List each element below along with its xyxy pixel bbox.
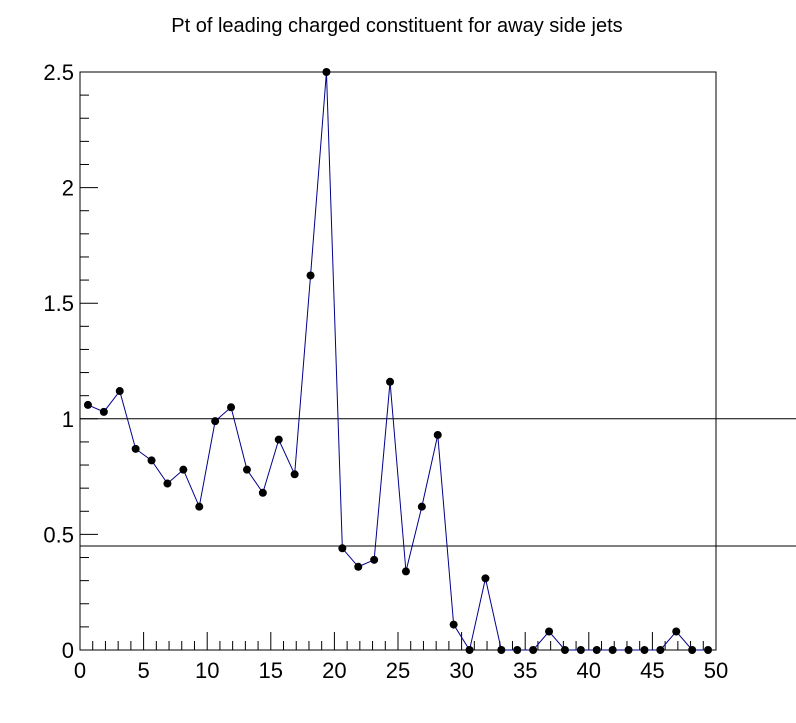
data-point — [370, 555, 379, 564]
data-point — [163, 479, 172, 488]
data-point — [624, 646, 633, 654]
x-tick-label: 10 — [195, 658, 219, 683]
y-tick-label: 1.5 — [43, 291, 74, 316]
data-point — [592, 646, 601, 654]
data-point — [306, 271, 315, 280]
data-point — [656, 646, 665, 654]
x-axis-tick-labels: 0 5 10 15 20 25 30 35 40 45 50 — [74, 658, 728, 683]
x-tick-label: 50 — [704, 658, 728, 683]
y-axis-tick-labels: 0 0.5 1 1.5 2 2.5 — [43, 60, 74, 663]
data-point — [401, 567, 410, 576]
chart-title: Pt of leading charged constituent for aw… — [171, 15, 622, 37]
data-point — [608, 646, 617, 654]
x-tick-label: 30 — [449, 658, 473, 683]
x-tick-label: 25 — [386, 658, 410, 683]
series-group — [83, 68, 713, 654]
plot-frame — [79, 71, 717, 651]
data-point — [227, 403, 236, 412]
y-tick-label: 0.5 — [43, 522, 74, 547]
data-point — [449, 620, 458, 629]
x-tick-label: 40 — [577, 658, 601, 683]
data-point — [529, 646, 538, 654]
data-point — [560, 646, 569, 654]
data-point — [386, 377, 395, 386]
data-point — [131, 444, 140, 453]
data-point — [179, 465, 188, 474]
x-axis-ticks — [79, 632, 717, 650]
y-tick-label: 2 — [62, 176, 74, 201]
reference-lines — [80, 418, 796, 547]
x-tick-label: 45 — [640, 658, 664, 683]
x-tick-label: 35 — [513, 658, 537, 683]
data-point — [513, 646, 522, 654]
y-tick-label: 0 — [62, 638, 74, 663]
data-point — [322, 68, 331, 76]
data-point — [147, 456, 156, 465]
data-point — [211, 417, 220, 426]
data-point — [338, 544, 347, 553]
data-point — [497, 646, 506, 654]
y-axis-ticks — [80, 71, 98, 651]
y-tick-label: 2.5 — [43, 60, 74, 85]
x-tick-label: 5 — [137, 658, 149, 683]
data-point — [99, 407, 108, 416]
data-point — [433, 430, 442, 439]
data-point — [115, 387, 124, 396]
data-point — [688, 646, 697, 654]
x-tick-label: 15 — [259, 658, 283, 683]
data-point — [417, 502, 426, 511]
data-point — [83, 400, 92, 409]
x-tick-label: 0 — [74, 658, 86, 683]
x-tick-label: 20 — [322, 658, 346, 683]
data-point — [672, 627, 681, 636]
data-point — [576, 646, 585, 654]
data-point — [704, 646, 713, 654]
data-point — [258, 488, 267, 497]
data-point — [465, 646, 474, 654]
data-point — [242, 465, 251, 474]
data-point — [354, 562, 363, 571]
data-point — [481, 574, 490, 583]
data-point — [290, 470, 299, 479]
y-tick-label: 1 — [62, 407, 74, 432]
data-point — [274, 435, 283, 444]
series-line — [87, 71, 709, 652]
data-point — [195, 502, 204, 511]
data-point — [545, 627, 554, 636]
data-point — [640, 646, 649, 654]
